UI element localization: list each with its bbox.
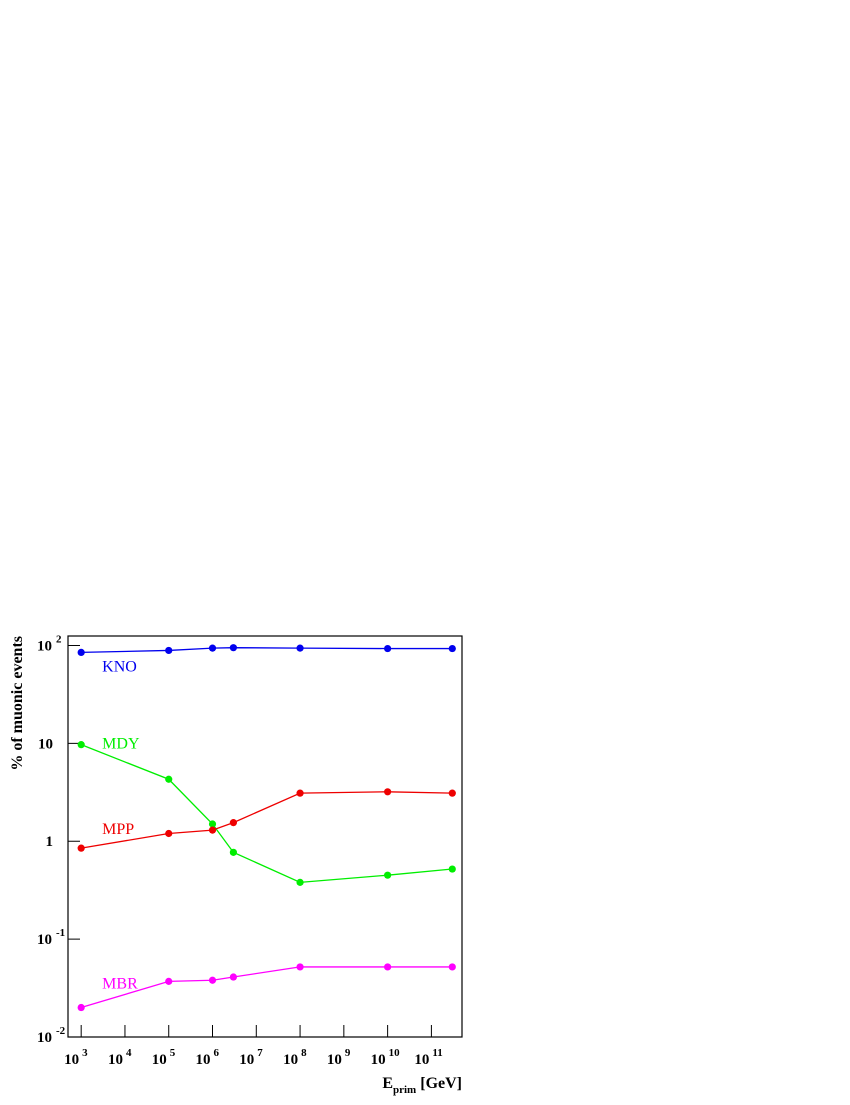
y-tick-label: 10 [37, 638, 52, 654]
data-point [77, 741, 85, 749]
data-point [448, 865, 456, 873]
x-tick-exponent: 3 [82, 1047, 88, 1059]
x-tick-label: 10 [414, 1052, 429, 1068]
data-point [165, 829, 173, 838]
data-point [208, 644, 217, 652]
data-point [208, 976, 217, 984]
x-tick-label: 10 [371, 1052, 386, 1068]
y-tick-base: 1 [46, 834, 54, 850]
x-tick-exponent: 10 [389, 1047, 401, 1059]
x-axis-title-unit: [GeV] [420, 1075, 462, 1092]
data-point [229, 973, 237, 981]
x-axis-title-main: E [382, 1075, 393, 1092]
data-point [296, 789, 304, 797]
x-tick-label: 10 [64, 1052, 79, 1068]
y-tick-base: 10 [38, 736, 53, 752]
data-point [384, 788, 392, 796]
x-tick-exponent: 8 [301, 1047, 307, 1059]
data-point [296, 644, 304, 652]
x-tick-exponent: 9 [345, 1047, 351, 1059]
series-line [81, 647, 453, 654]
data-point [384, 644, 392, 653]
y-tick-exponent: -2 [56, 1025, 66, 1037]
data-point [296, 878, 304, 886]
data-point [229, 848, 237, 856]
data-point [165, 977, 173, 985]
x-tick-exponent: 11 [432, 1047, 442, 1059]
data-point [384, 871, 392, 879]
y-tick-exponent: -1 [56, 927, 65, 939]
x-axis-title: Eprim [GeV] [382, 1075, 462, 1096]
y-tick-exponent: 2 [56, 633, 62, 645]
series-line [80, 744, 453, 884]
data-point [296, 963, 304, 971]
data-point [229, 644, 237, 652]
data-point [77, 1003, 85, 1012]
x-tick-exponent: 7 [257, 1047, 263, 1059]
series-label: MDY [102, 736, 140, 753]
series-line [81, 791, 453, 849]
data-point [448, 789, 456, 797]
x-axis-title-sub: prim [393, 1084, 416, 1096]
x-tick-exponent: 5 [170, 1047, 176, 1059]
y-axis-title: % of muonic events [9, 636, 26, 771]
series-label: KNO [102, 658, 137, 675]
y-tick-label: 10 [37, 932, 52, 948]
plot-frame [67, 635, 463, 1038]
data-point [384, 963, 392, 971]
data-point [165, 646, 173, 655]
x-tick-label: 10 [283, 1052, 298, 1068]
data-point [229, 819, 237, 827]
x-tick-label: 10 [327, 1052, 342, 1068]
data-point [448, 644, 456, 653]
x-tick-label: 10 [196, 1052, 211, 1068]
data-point [77, 648, 85, 656]
y-tick-label: 1 [46, 834, 54, 850]
series-label: MPP [102, 821, 134, 838]
y-tick-label: 10 [38, 736, 53, 752]
y-tick-base: 10 [37, 638, 52, 654]
x-tick-label: 10 [152, 1052, 167, 1068]
data-point [448, 963, 456, 971]
x-tick-label: 10 [239, 1052, 254, 1068]
x-tick-label: 10 [108, 1052, 123, 1068]
y-tick-base: 10 [37, 932, 52, 948]
data-point [165, 775, 173, 783]
data-point [77, 844, 85, 852]
x-tick-exponent: 4 [126, 1047, 132, 1059]
y-tick-base: 10 [37, 1030, 52, 1046]
series-label: MBR [102, 976, 138, 993]
data-point [208, 826, 217, 834]
x-tick-exponent: 6 [214, 1047, 220, 1059]
data-point [208, 820, 217, 828]
y-tick-label: 10 [37, 1030, 52, 1046]
